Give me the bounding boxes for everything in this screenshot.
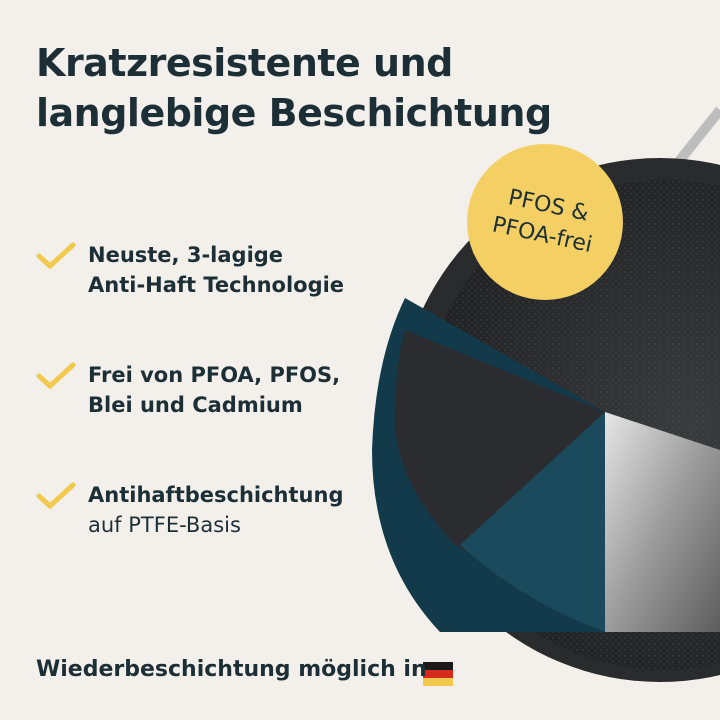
feature: Antihaftbeschichtung auf PTFE-Basis [36, 480, 343, 540]
title-line: Kratzresistente und [36, 41, 453, 85]
german-flag [423, 662, 453, 686]
steel-layer [605, 412, 720, 632]
flag-stripe [423, 678, 453, 686]
feature-text: Antihaftbeschichtung [88, 483, 344, 507]
feature-text: Blei und Cadmium [88, 393, 303, 417]
check-icon [36, 482, 76, 510]
title-line: langlebige Beschichtung [36, 91, 552, 135]
footer-text: Wiederbeschichtung möglich in [36, 657, 427, 682]
title: Kratzresistente und langlebige Beschicht… [36, 38, 552, 138]
flag-stripe [423, 662, 453, 670]
check-icon [36, 242, 76, 270]
flag-stripe [423, 670, 453, 678]
feature: Frei von PFOA, PFOS, Blei und Cadmium [36, 360, 340, 420]
badge-circle [467, 144, 623, 300]
feature-text: Anti-Haft Technologie [88, 273, 345, 297]
feature: Neuste, 3-lagige Anti-Haft Technologie [36, 240, 344, 300]
cross-section-base [460, 412, 605, 632]
check-icon [36, 362, 76, 390]
badge: PFOS & PFOA-frei [467, 144, 623, 300]
feature-text: Neuste, 3-lagige [88, 243, 284, 267]
feature-text: auf PTFE-Basis [88, 513, 241, 537]
feature-text: Frei von PFOA, PFOS, [88, 363, 341, 387]
